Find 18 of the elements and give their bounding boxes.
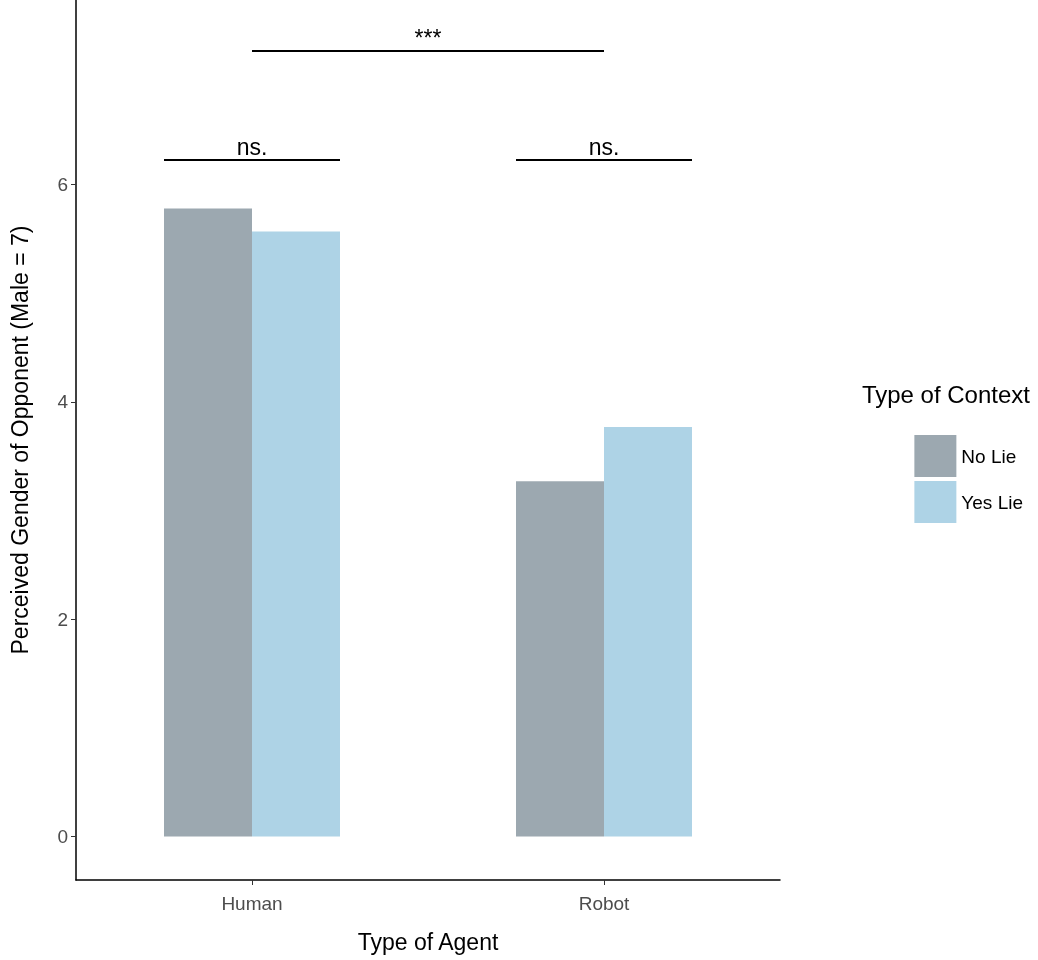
bar [164, 208, 252, 837]
y-tick-label: 0 [57, 826, 68, 848]
legend-label: Yes Lie [961, 491, 1024, 513]
bar [252, 231, 340, 837]
legend-label: No Lie [961, 445, 1017, 467]
bar [604, 426, 692, 837]
x-axis-title: Type of Agent [357, 928, 499, 955]
x-tick-label: Robot [578, 893, 631, 914]
annotation: ns. [588, 133, 620, 160]
annotation: ns. [236, 133, 268, 160]
bar [516, 481, 604, 837]
y-tick-label: 2 [57, 608, 68, 630]
legend-title: Type of Context [861, 380, 1031, 408]
x-tick-label: Human [221, 893, 283, 914]
y-axis-title: Perceived Gender of Opponent (Male = 7) [6, 225, 33, 655]
annotation: *** [414, 24, 442, 51]
y-tick-label: 4 [57, 391, 69, 413]
y-tick-label: 6 [57, 174, 68, 196]
